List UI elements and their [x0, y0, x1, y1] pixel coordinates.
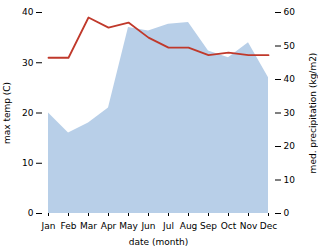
svg-text:40: 40	[22, 7, 34, 17]
svg-text:Dec: Dec	[260, 221, 277, 231]
svg-text:date (month): date (month)	[129, 237, 188, 247]
svg-text:20: 20	[22, 108, 34, 118]
svg-text:30: 30	[22, 58, 34, 68]
svg-text:Jun: Jun	[140, 221, 155, 231]
svg-text:Apr: Apr	[101, 221, 117, 231]
svg-text:Aug: Aug	[180, 221, 198, 231]
svg-text:Sep: Sep	[200, 221, 217, 231]
svg-text:10: 10	[22, 158, 34, 168]
svg-text:20: 20	[284, 141, 296, 151]
svg-text:10: 10	[284, 175, 296, 185]
svg-text:40: 40	[284, 74, 296, 84]
svg-text:Jul: Jul	[162, 221, 174, 231]
svg-text:Oct: Oct	[221, 221, 237, 231]
svg-text:0: 0	[284, 208, 290, 218]
svg-text:30: 30	[284, 108, 296, 118]
svg-text:May: May	[119, 221, 138, 231]
svg-text:med. precipitation (kg/m2): med. precipitation (kg/m2)	[308, 53, 318, 174]
svg-text:Mar: Mar	[80, 221, 97, 231]
svg-text:60: 60	[284, 7, 296, 17]
svg-text:50: 50	[284, 41, 296, 51]
svg-text:0: 0	[28, 208, 34, 218]
svg-text:Jan: Jan	[41, 221, 56, 231]
svg-text:Feb: Feb	[61, 221, 77, 231]
svg-text:max temp (C): max temp (C)	[2, 82, 12, 144]
svg-text:Nov: Nov	[240, 221, 258, 231]
